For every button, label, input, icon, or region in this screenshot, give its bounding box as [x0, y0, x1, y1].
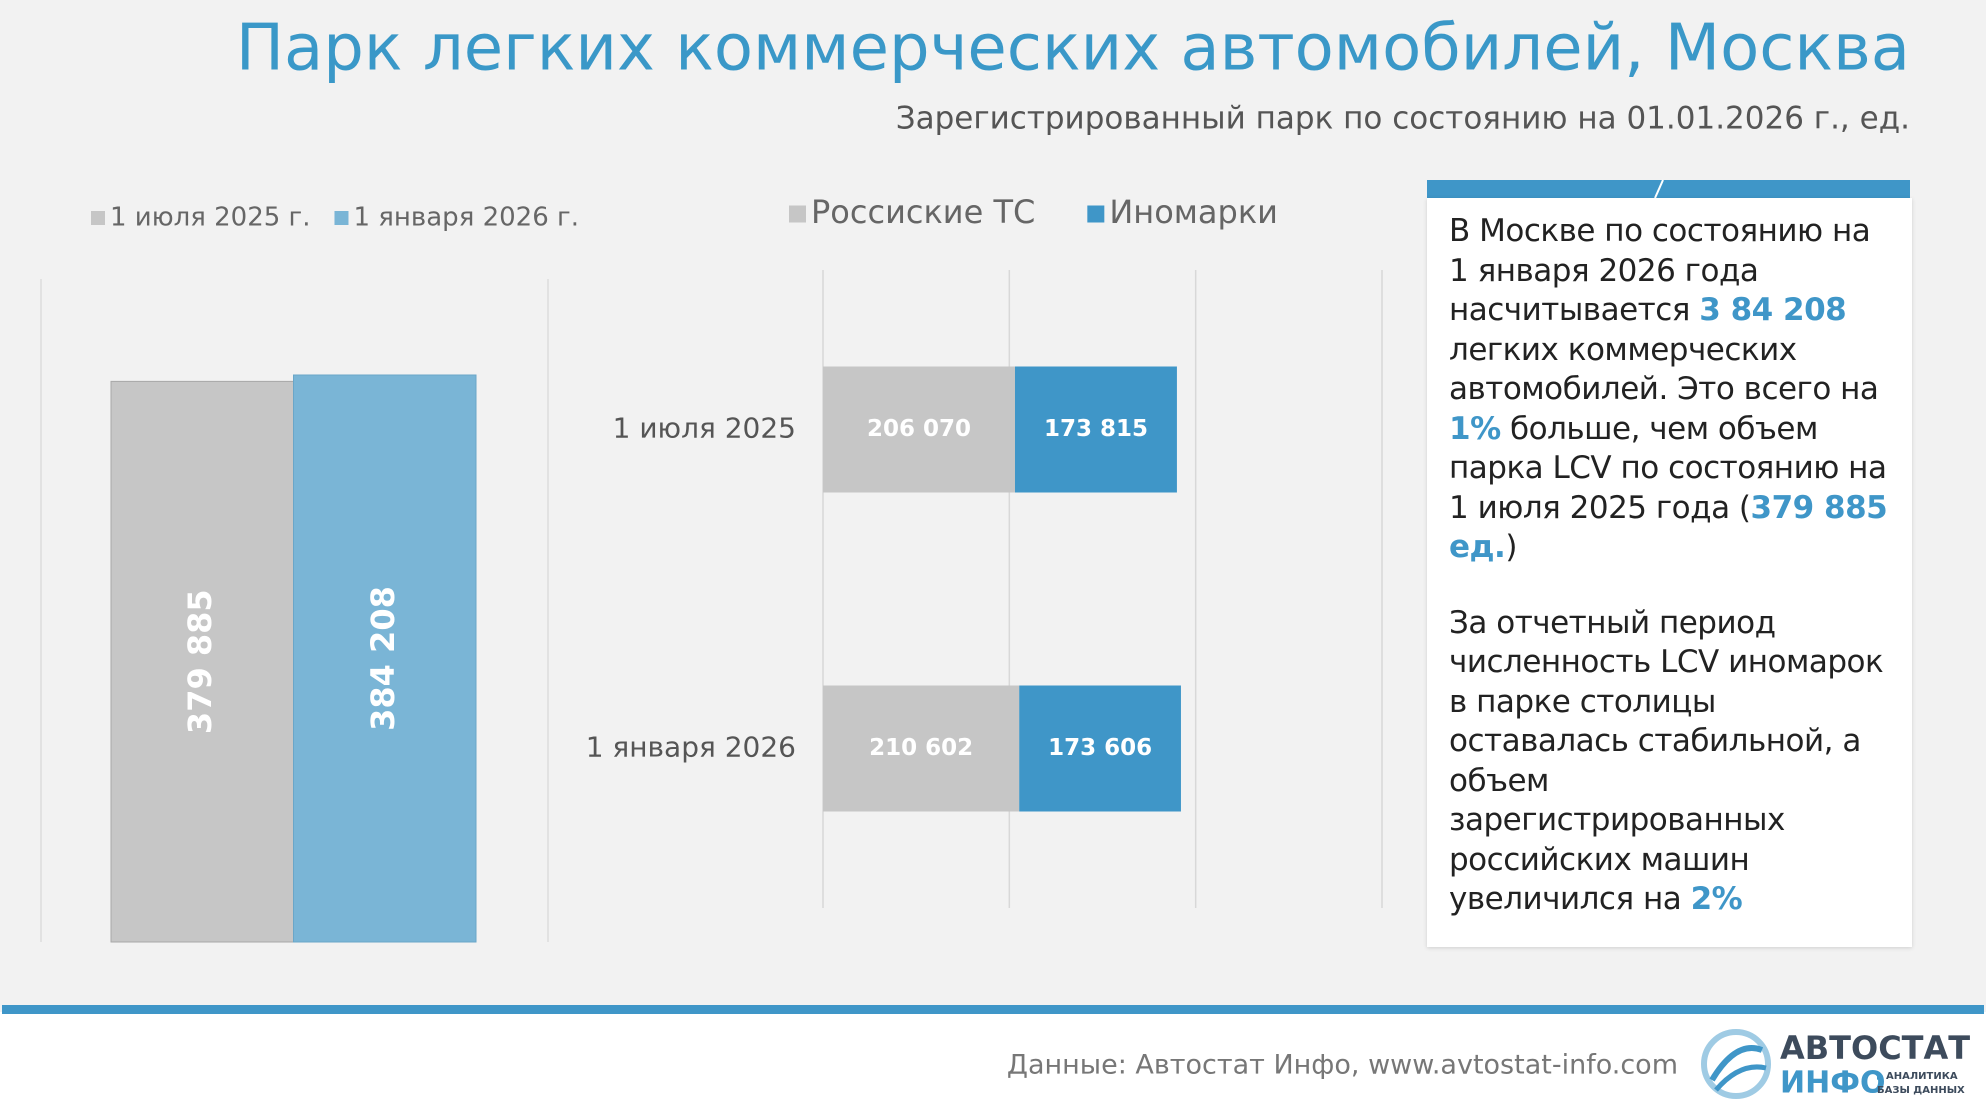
legend-swatch	[789, 205, 806, 223]
note-text: больше, чем объем парка LCV по состоянию…	[1449, 410, 1887, 526]
logo-icon	[1701, 1029, 1771, 1099]
note-paragraph: За отчетный период численность LCV инома…	[1449, 604, 1892, 920]
bar	[823, 366, 1015, 493]
note-highlight: 379 885 ед.	[1449, 489, 1888, 566]
note-text: В Москве по состоянию на 1 января 2026 г…	[1449, 213, 1871, 328]
note-text: )	[1505, 529, 1517, 565]
legend-swatch	[334, 211, 349, 225]
note-highlight: 1%	[1449, 410, 1501, 447]
bar	[823, 685, 1020, 812]
legend-swatch	[1087, 205, 1105, 223]
legend-label: Россиские ТС	[811, 193, 1035, 231]
footer-rule	[2, 1005, 1984, 1014]
chart-subtitle: Зарегистрированный парк по состоянию на …	[896, 101, 1910, 137]
value-label: 384 208	[364, 586, 402, 731]
legend-label: Иномарки	[1109, 193, 1278, 231]
note-highlight: 3 84 208	[1699, 292, 1847, 328]
note-notch	[1654, 179, 1664, 199]
note-paragraph: В Москве по состоянию на 1 января 2026 г…	[1449, 212, 1892, 568]
note-highlight: 2%	[1690, 881, 1743, 917]
y-tick-label: 1 июля 2025	[613, 412, 796, 445]
note-stripe	[1427, 180, 1910, 198]
logo-swoosh	[1709, 1045, 1764, 1082]
note-text: легких коммерческих автомобилей. Это все…	[1449, 331, 1879, 408]
logo-name: АВТОСТАТ	[1780, 1029, 1970, 1067]
value-label: 379 885	[181, 589, 219, 734]
note-text: За отчетный период численность LCV инома…	[1449, 604, 1884, 918]
value-label: 173 606	[1048, 735, 1152, 761]
value-label: 210 602	[869, 735, 973, 761]
y-tick-label: 1 января 2026	[586, 731, 796, 764]
value-label: 206 070	[867, 416, 971, 442]
logo-arrow	[1877, 1072, 1883, 1080]
bar	[293, 374, 477, 943]
legend-swatch	[91, 211, 105, 225]
logo-tagline: АНАЛИТИКА	[1886, 1071, 1958, 1082]
logo-tagline: БАЗЫ ДАННЫХ	[1877, 1085, 1965, 1096]
logo-sub: ИНФО	[1780, 1066, 1885, 1101]
chart-title: Парк легких коммерческих автомобилей, Мо…	[236, 12, 1910, 86]
legend-label: 1 июля 2025 г.	[110, 203, 310, 233]
bar	[1014, 366, 1177, 493]
note-box: В Москве по состоянию на 1 января 2026 г…	[1427, 198, 1912, 947]
bar	[1019, 685, 1181, 812]
legend-label: 1 января 2026 г.	[353, 203, 578, 233]
value-label: 173 815	[1044, 416, 1148, 442]
logo-ring	[1701, 1029, 1771, 1099]
bar	[110, 380, 294, 943]
source: Данные: Автостат Инфо, www.avtostat-info…	[1007, 1050, 1678, 1081]
logo-swoosh	[1714, 1064, 1767, 1092]
